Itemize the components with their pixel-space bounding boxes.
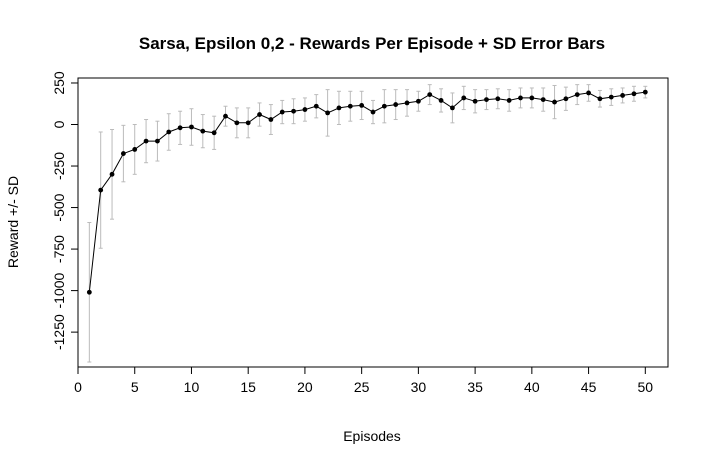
data-point [166,129,172,135]
y-tick-label: -500 [51,193,67,221]
data-point [268,117,274,122]
y-tick-label: 250 [51,71,67,95]
data-point [325,110,331,116]
data-point [177,125,183,131]
x-tick-label: 45 [581,379,597,395]
data-point [461,95,467,101]
data-point [540,97,546,102]
y-axis-label: Reward +/- SD [5,176,21,268]
x-tick-label: 30 [411,379,427,395]
y-tick-label: -1000 [51,272,67,308]
data-point [563,96,569,102]
data-point [427,92,433,98]
data-point [120,151,126,156]
x-tick-label: 20 [297,379,313,395]
data-point [574,92,580,98]
data-point [404,100,410,106]
data-point [642,89,648,95]
data-point [495,96,501,102]
data-point [245,120,251,126]
data-point [200,128,206,134]
data-point [608,94,614,100]
data-point [98,187,104,193]
data-point [393,102,399,107]
data-point [450,105,455,111]
data-point [257,112,262,117]
data-point [552,99,557,105]
x-tick-label: 50 [638,379,654,395]
error-bars [87,84,648,363]
data-point [381,103,387,109]
data-point [291,108,296,114]
x-tick-label: 35 [467,379,483,395]
data-point [223,113,228,119]
x-tick-label: 25 [354,379,370,395]
data-point [506,98,512,103]
x-tick-label: 5 [131,379,139,395]
data-point [586,90,591,96]
data-point [211,130,217,136]
x-tick-label: 40 [524,379,540,395]
x-axis-label: Episodes [343,428,401,444]
y-tick-label: 0 [51,120,67,128]
data-point [132,147,138,152]
y-tick-label: -750 [51,235,67,263]
data-point [313,103,319,109]
data-point [109,171,115,177]
y-tick-label: -1250 [51,314,67,350]
plot-frame [77,77,669,368]
data-point [347,103,353,109]
x-tick-label: 15 [240,379,256,395]
data-point [86,289,92,295]
x-tick-label: 0 [74,379,82,395]
data-point [234,120,240,126]
data-point [484,97,489,102]
data-point [302,107,308,112]
data-point [529,95,535,101]
data-point [143,138,149,144]
chart-title: Sarsa, Epsilon 0,2 - Rewards Per Episode… [139,34,605,53]
y-axis: 250 0 -250 -500 -750 -1000 -1250 [51,71,78,350]
data-point [438,98,444,103]
data-point [370,109,376,115]
x-tick-label: 10 [184,379,200,395]
data-point [518,95,523,101]
data-point [189,124,194,130]
data-point [620,93,626,98]
x-axis: 0 5 10 15 20 25 30 35 40 45 50 [74,367,653,395]
series-line [88,91,646,293]
y-tick-label: -250 [51,152,67,180]
data-point [359,103,365,108]
data-point [336,105,342,111]
data-points [86,89,648,295]
data-point [631,91,637,97]
data-point [415,98,421,104]
data-point [155,138,160,144]
data-point [472,98,478,104]
data-point [597,96,603,102]
data-point [279,109,285,115]
